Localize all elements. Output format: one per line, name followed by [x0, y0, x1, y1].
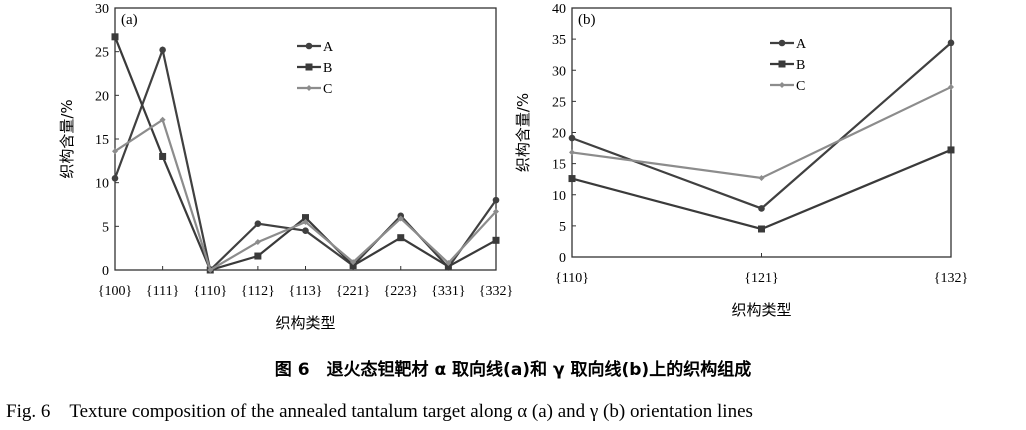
x-tick-label: {121} — [744, 271, 778, 286]
data-point-square — [111, 33, 119, 41]
data-point-square — [397, 234, 405, 242]
x-tick-label: {221} — [336, 284, 370, 299]
y-tick-label: 5 — [559, 220, 566, 235]
panel-label: (b) — [578, 12, 596, 28]
y-tick-label: 35 — [552, 33, 566, 48]
y-tick-label: 0 — [559, 251, 566, 266]
data-point-square — [159, 152, 167, 160]
y-tick-label: 5 — [102, 220, 109, 235]
data-point-circle — [492, 196, 500, 204]
data-point-square — [305, 63, 313, 71]
y-tick-label: 15 — [95, 133, 109, 148]
data-point-diamond — [159, 116, 166, 123]
data-point-circle — [254, 220, 262, 228]
x-tick-label: {223} — [384, 284, 418, 299]
caption-chinese: 图 6 退火态钽靶材 α 取向线(a)和 γ 取向线(b)上的织构组成 — [274, 360, 752, 380]
legend-label: A — [323, 40, 334, 55]
x-tick-label: {110} — [555, 271, 589, 286]
plot-frame — [571, 7, 952, 258]
x-tick-label: {113} — [289, 284, 323, 299]
x-tick-label: {111} — [146, 284, 179, 299]
data-point-diamond — [350, 259, 357, 266]
legend-label: C — [796, 79, 805, 94]
data-point-square — [758, 225, 765, 233]
y-tick-label: 30 — [552, 64, 566, 79]
series-line — [114, 118, 497, 272]
data-point-square — [444, 263, 452, 271]
y-tick-label: 20 — [95, 89, 109, 104]
data-point-diamond — [302, 218, 309, 225]
data-point-diamond — [445, 260, 452, 267]
series-A — [111, 46, 500, 274]
series-A — [568, 39, 955, 212]
x-tick-label: {132} — [934, 271, 968, 286]
data-point-diamond — [569, 149, 575, 156]
y-tick-label: 40 — [552, 2, 566, 17]
data-point-square — [947, 146, 955, 154]
data-point-circle — [947, 39, 955, 47]
x-axis-label: 织构类型 — [731, 301, 791, 319]
data-point-circle — [758, 205, 765, 212]
y-tick-label: 0 — [102, 264, 109, 279]
data-point-diamond — [397, 215, 404, 222]
data-point-square — [349, 262, 357, 270]
data-point-circle — [302, 227, 309, 234]
y-tick-label: 10 — [552, 189, 566, 204]
data-point-circle — [568, 134, 576, 142]
x-tick-label: {331} — [431, 284, 465, 299]
data-point-circle — [778, 39, 786, 47]
x-tick-label: {112} — [241, 284, 275, 299]
series-line — [113, 46, 497, 273]
x-tick-label: {100} — [98, 284, 132, 299]
chart-panel-1: 0 5 10 15 20 25 30 35 40 {110} {121} {132} (b) 织构类型 织构… — [514, 2, 968, 319]
x-tick-label: {110} — [193, 284, 227, 299]
y-tick-label: 20 — [552, 127, 566, 142]
legend-label: A — [796, 37, 807, 52]
chart-canvas: 0 5 10 15 20 25 30 {100} {111} {110} {112} {113} {22… — [58, 2, 968, 332]
series-B — [568, 146, 955, 233]
data-point-diamond — [306, 85, 312, 91]
y-tick-label: 15 — [552, 158, 566, 173]
series-C — [112, 116, 499, 273]
legend-label: B — [323, 61, 332, 76]
x-axis-label: 织构类型 — [275, 314, 335, 332]
data-point-circle — [305, 42, 313, 50]
data-point-square — [492, 236, 500, 244]
series-line — [571, 148, 952, 231]
y-tick-label: 25 — [95, 46, 109, 61]
data-point-square — [302, 214, 309, 222]
series-line — [571, 42, 952, 210]
x-tick-label: {332} — [479, 284, 513, 299]
data-point-square — [778, 60, 786, 68]
legend-label: B — [796, 58, 805, 73]
data-point-square — [254, 252, 262, 260]
panel-label: (a) — [121, 12, 138, 28]
y-tick-label: 25 — [552, 95, 566, 110]
caption-english: Fig. 6 Texture composition of the anneal… — [6, 401, 753, 422]
data-point-diamond — [207, 267, 214, 273]
data-point-diamond — [758, 174, 765, 181]
data-point-diamond — [254, 239, 261, 246]
series-line — [571, 86, 952, 180]
data-point-diamond — [493, 208, 499, 215]
data-point-diamond — [948, 84, 954, 91]
data-point-circle — [111, 175, 119, 182]
data-point-square — [568, 175, 576, 183]
y-tick-label: 30 — [95, 2, 109, 17]
legend-label: C — [323, 82, 332, 97]
y-tick-label: 10 — [95, 177, 109, 192]
data-point-diamond — [779, 82, 785, 88]
series-C — [569, 84, 954, 181]
chart-panel-0: 0 5 10 15 20 25 30 {100} {111} {110} {112} {113} {22… — [58, 2, 513, 332]
y-axis-label: 织构含量/% — [514, 93, 532, 172]
data-point-circle — [159, 46, 166, 54]
data-point-diamond — [112, 148, 118, 155]
y-axis-label: 织构含量/% — [58, 99, 76, 178]
